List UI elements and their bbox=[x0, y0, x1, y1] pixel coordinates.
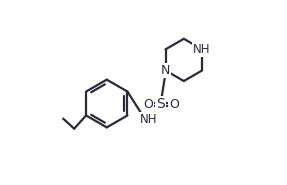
Text: N: N bbox=[161, 64, 170, 77]
Text: O: O bbox=[143, 98, 153, 111]
Text: N: N bbox=[161, 64, 170, 77]
Text: S: S bbox=[157, 97, 165, 111]
Text: O: O bbox=[169, 98, 179, 111]
Text: NH: NH bbox=[140, 113, 158, 126]
Text: NH: NH bbox=[193, 43, 211, 56]
